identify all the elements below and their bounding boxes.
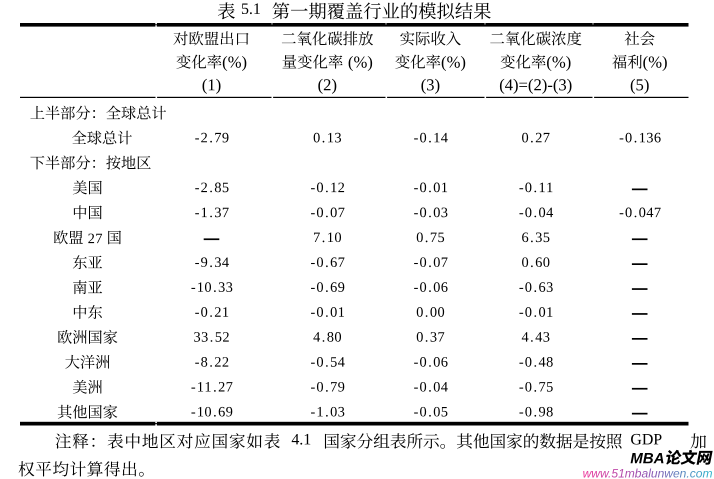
svg-text:www.51mbalunwen.com: www.51mbalunwen.com (583, 467, 713, 479)
